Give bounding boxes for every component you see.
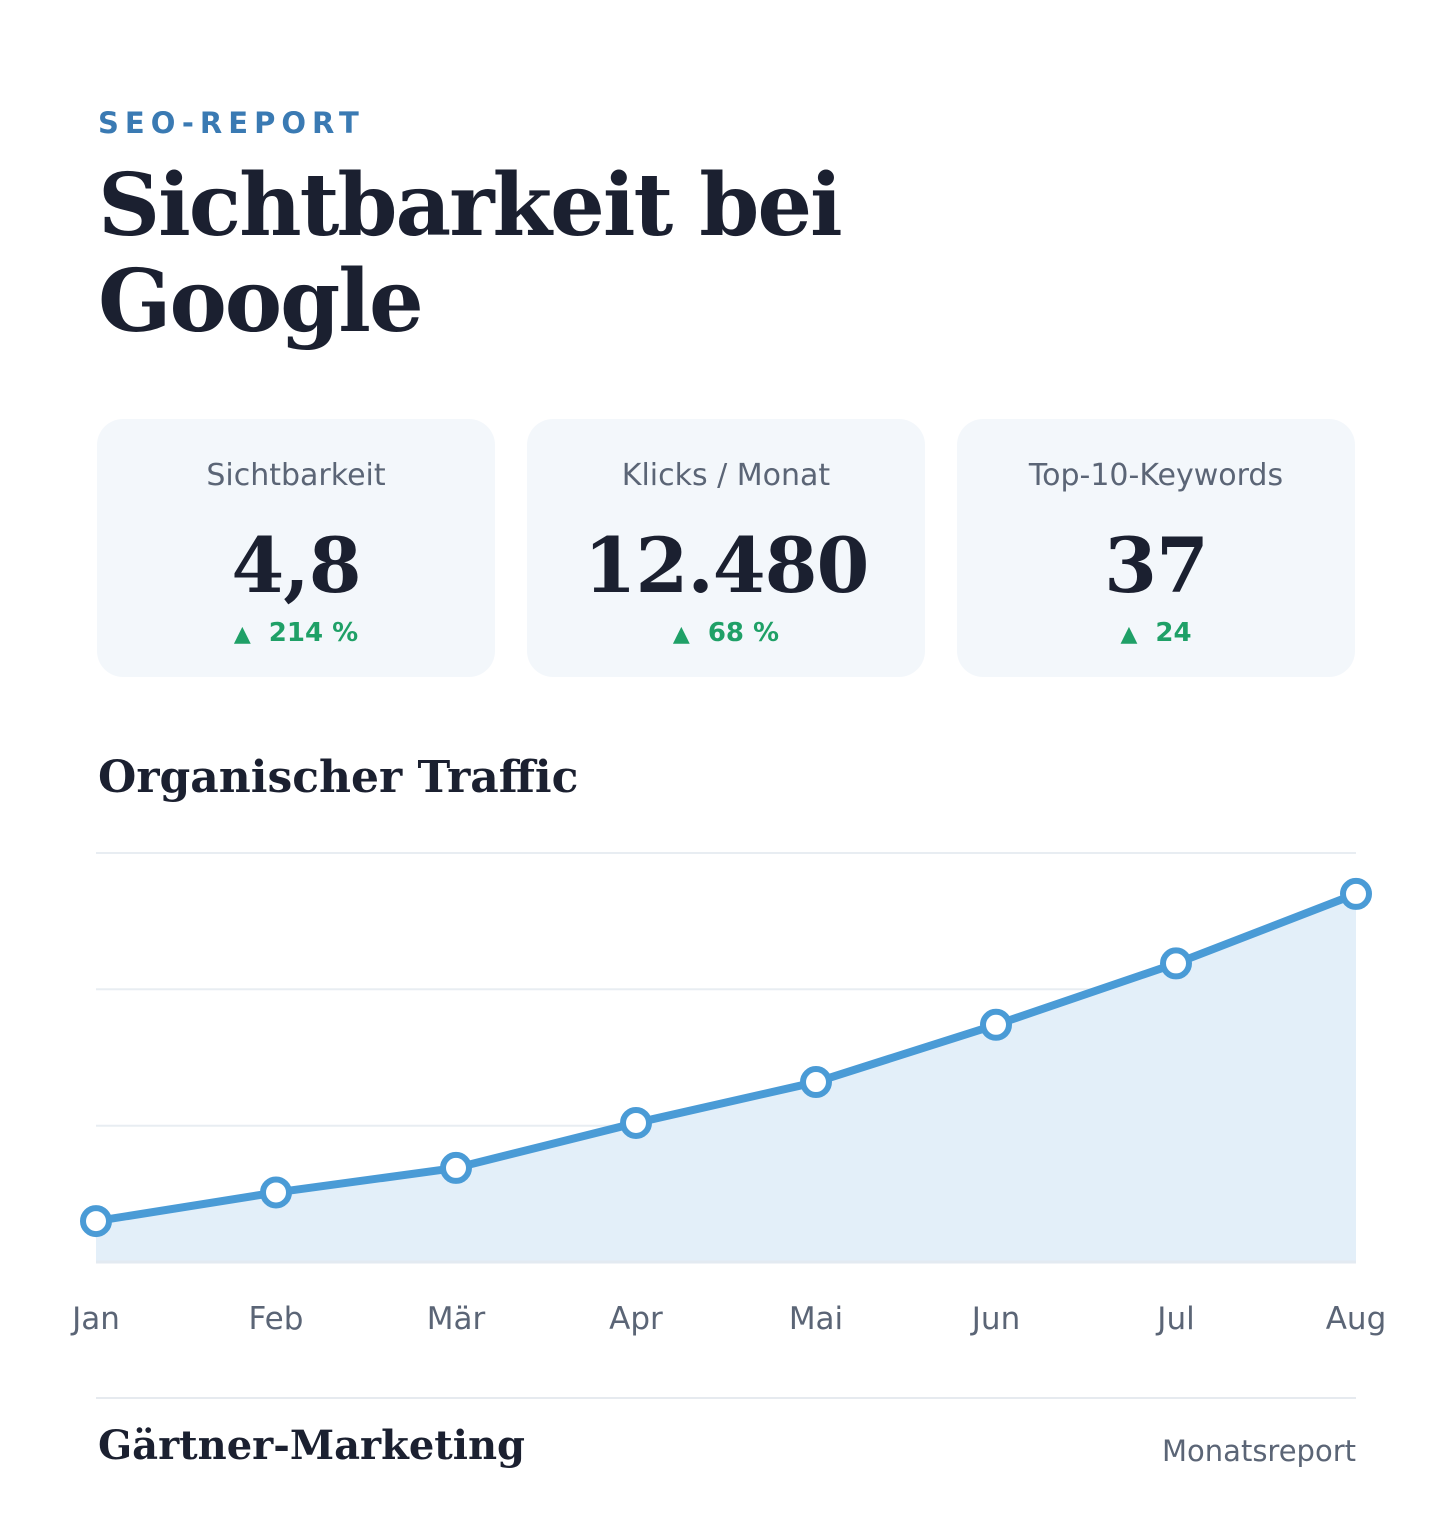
kpi-card-keywords (957, 419, 1355, 677)
traffic-chart: Jan Feb Mär Apr Mai Jun Jul Aug (70, 852, 1387, 1337)
footer-divider (96, 1397, 1356, 1399)
kpi-delta-value: 214 % (268, 618, 359, 648)
kpi-delta-value: 24 (1155, 618, 1192, 648)
kpi-card-klicks (527, 419, 925, 677)
report-eyebrow: SEO-REPORT (98, 106, 365, 140)
x-tick-label: Apr (609, 1301, 663, 1337)
arrow-up-icon: ▲ (233, 622, 251, 647)
kpi-label: Klicks / Monat (621, 458, 831, 493)
area-fill (96, 893, 1356, 1262)
kpi-value: 37 (1104, 521, 1209, 610)
x-tick-label: Feb (249, 1301, 304, 1337)
chart-title: Organischer Traffic (98, 752, 579, 803)
data-point (800, 1066, 832, 1099)
data-point (980, 1008, 1012, 1041)
kpi-card-sichtbarkeit (97, 419, 495, 677)
kpi-delta: ▲ 214 % (97, 618, 495, 648)
series-line (92, 889, 1360, 1226)
brand-name: Gärtner-Marketing (98, 1422, 525, 1469)
x-tick-label: Jul (1155, 1301, 1194, 1337)
kpi-label: Top-10-Keywords (1028, 458, 1284, 493)
data-point (1340, 877, 1372, 910)
arrow-up-icon: ▲ (1120, 622, 1138, 647)
x-tick-label: Jan (70, 1301, 120, 1337)
x-tick-label: Mär (427, 1301, 486, 1337)
data-point (80, 1205, 112, 1238)
kpi-delta-value: 68 % (707, 618, 780, 648)
kpi-delta: ▲ 24 (957, 618, 1355, 648)
data-point (620, 1106, 652, 1139)
x-tick-label: Jun (970, 1301, 1020, 1337)
data-point (260, 1176, 292, 1209)
data-point (1160, 947, 1192, 980)
kpi-delta: ▲ 68 % (527, 618, 925, 648)
kpi-label: Sichtbarkeit (206, 458, 386, 493)
data-point (440, 1151, 472, 1184)
x-tick-label: Aug (1326, 1301, 1387, 1337)
kpi-value: 12.480 (583, 521, 870, 610)
arrow-up-icon: ▲ (672, 622, 690, 647)
x-tick-label: Mai (789, 1301, 843, 1337)
report-type: Monatsreport (1162, 1434, 1356, 1468)
kpi-value: 4,8 (231, 521, 361, 610)
page-title: Sichtbarkeit bei Google (98, 155, 843, 352)
